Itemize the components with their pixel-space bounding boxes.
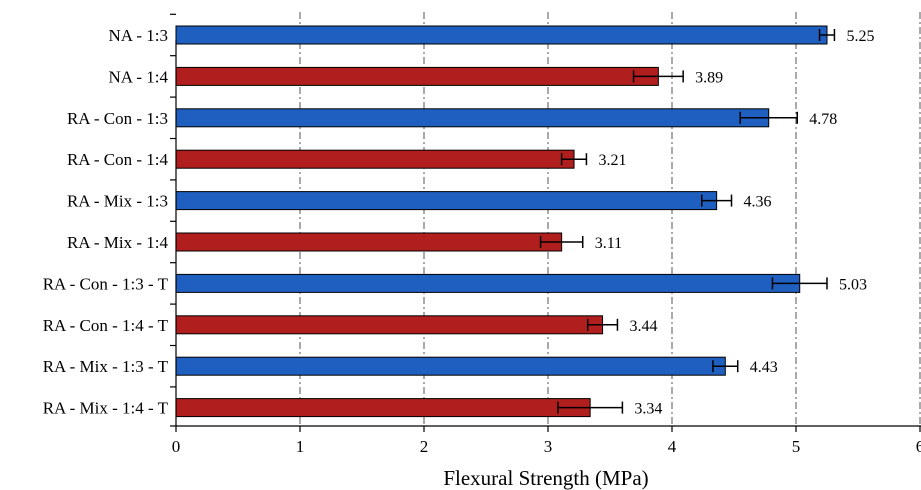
bar — [175, 315, 604, 335]
bar — [175, 149, 575, 169]
x-tick-label: 4 — [668, 437, 677, 456]
bar — [175, 25, 828, 45]
bar — [175, 273, 801, 293]
category-label: RA - Con - 1:3 - T — [43, 274, 169, 293]
category-label: RA - Con - 1:4 - T — [43, 316, 169, 335]
value-label: 3.21 — [598, 152, 626, 169]
x-tick-label: 1 — [296, 437, 305, 456]
bar — [175, 398, 591, 418]
x-tick-label: 0 — [172, 437, 181, 456]
value-label: 5.25 — [846, 28, 874, 45]
value-label: 4.78 — [809, 111, 837, 128]
category-label: RA - Mix - 1:4 - T — [43, 399, 169, 418]
bar — [175, 356, 726, 376]
labels: 0 1 2 3 4 5 6 NA - 1:3 5.25 NA - 1:4 3.89 RA - Con … — [43, 26, 921, 456]
axes — [170, 13, 921, 432]
category-label: NA - 1:4 — [109, 67, 169, 86]
bar — [175, 191, 718, 211]
x-tick-label: 2 — [420, 437, 429, 456]
category-label: RA - Mix - 1:3 - T — [43, 357, 169, 376]
bars — [175, 25, 836, 418]
x-tick-label: 6 — [916, 437, 921, 456]
value-label: 4.43 — [750, 359, 778, 376]
value-label: 4.36 — [744, 194, 772, 211]
x-axis-title: Flexural Strength (MPa) — [443, 466, 648, 490]
category-label: RA - Con - 1:3 — [67, 109, 168, 128]
category-label: NA - 1:3 — [109, 26, 169, 45]
bar — [175, 232, 563, 252]
value-label: 5.03 — [839, 276, 867, 293]
bar — [175, 108, 770, 128]
value-label: 3.89 — [695, 69, 723, 86]
value-label: 3.44 — [629, 318, 657, 335]
bar — [175, 66, 659, 86]
value-label: 3.11 — [595, 235, 622, 252]
category-label: RA - Con - 1:4 — [67, 150, 169, 169]
x-tick-label: 3 — [544, 437, 553, 456]
x-tick-label: 5 — [792, 437, 801, 456]
value-label: 3.34 — [634, 401, 662, 418]
category-label: RA - Mix - 1:4 — [67, 233, 169, 252]
category-label: RA - Mix - 1:3 — [67, 192, 168, 211]
